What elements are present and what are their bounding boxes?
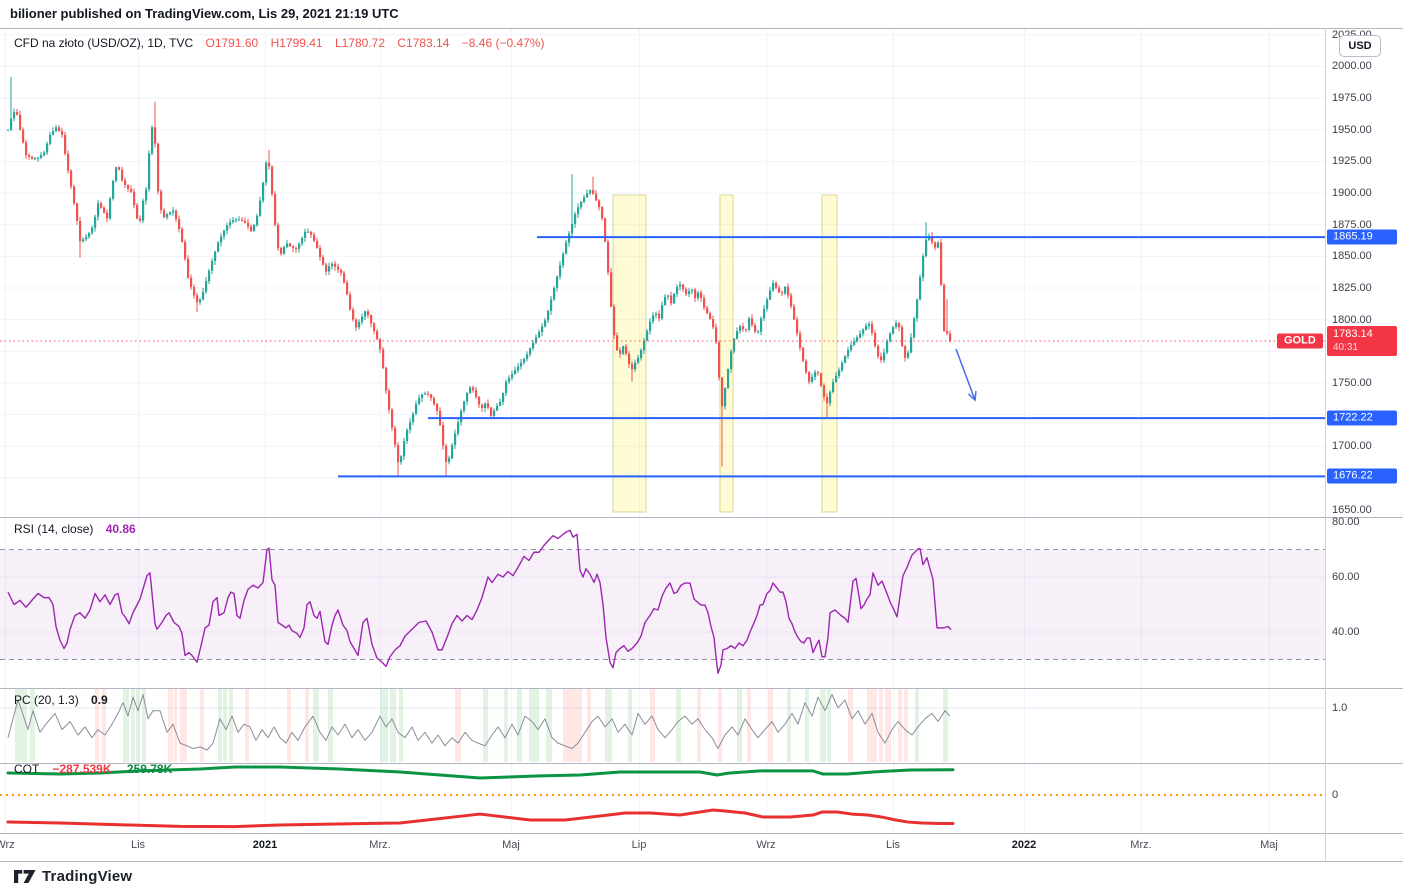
time-axis-tick: 2021 bbox=[252, 839, 278, 851]
rsi-axis-tick: 60.00 bbox=[1332, 571, 1360, 583]
time-axis-tick: Lip bbox=[631, 839, 647, 851]
published-line: bilioner published on TradingView.com, L… bbox=[10, 6, 399, 21]
price-axis-tick: 1875.00 bbox=[1332, 218, 1372, 231]
ohlc-close: C1783.14 bbox=[397, 36, 450, 50]
price-axis-tick: 1800.00 bbox=[1332, 313, 1372, 326]
price-axis-tick: 1925.00 bbox=[1332, 155, 1372, 168]
symbol-price-badge: GOLD bbox=[1277, 333, 1323, 349]
pc-title: PC (20, 1.3) bbox=[14, 693, 79, 707]
time-axis-tick: Maj bbox=[502, 839, 520, 851]
time-axis-tick: Lis bbox=[885, 839, 901, 851]
price-axis-tick: 1750.00 bbox=[1332, 376, 1372, 389]
price-axis-tick: 1950.00 bbox=[1332, 123, 1372, 136]
cot-red-value: −287.539K bbox=[52, 762, 112, 776]
rsi-value: 40.86 bbox=[105, 522, 136, 536]
rsi-legend: RSI (14, close) 40.86 bbox=[14, 522, 136, 536]
price-axis-tick: 1650.00 bbox=[1332, 503, 1372, 516]
price-axis-tick: 1825.00 bbox=[1332, 282, 1372, 294]
tradingview-logo-icon bbox=[14, 870, 36, 883]
cot-legend: COT −287.539K 259.78K bbox=[14, 762, 172, 776]
currency-toggle-button[interactable]: USD bbox=[1339, 35, 1381, 57]
pc-axis-tick: 1.0 bbox=[1332, 702, 1348, 714]
price-axis-tick: 1850.00 bbox=[1332, 250, 1372, 263]
rsi-axis-tick: 40.00 bbox=[1332, 626, 1360, 638]
pc-value: 0.9 bbox=[91, 693, 108, 707]
ohlc-high: H1799.41 bbox=[270, 36, 323, 50]
price-level-label: 1722.22 bbox=[1327, 410, 1397, 426]
ohlc-open: O1791.60 bbox=[205, 36, 259, 50]
bar-countdown: 40:31 bbox=[1333, 342, 1359, 353]
price-axis-tick: 1900.00 bbox=[1332, 187, 1372, 200]
time-axis-tick: Mrz. bbox=[1130, 839, 1152, 851]
ohlc-low: L1780.72 bbox=[334, 36, 386, 50]
time-axis-tick: 2022 bbox=[1011, 839, 1037, 851]
rsi-title: RSI (14, close) bbox=[14, 522, 94, 536]
time-axis-tick: Lis bbox=[130, 839, 146, 851]
pc-legend: PC (20, 1.3) 0.9 bbox=[14, 693, 108, 707]
time-axis-tick: Wrz bbox=[0, 839, 15, 851]
price-level-label: 1676.22 bbox=[1327, 468, 1397, 484]
time-axis-tick: Wrz bbox=[756, 839, 776, 851]
symbol-title: CFD na złoto (USD/OZ), 1D, TVC bbox=[14, 36, 194, 50]
price-axis-tick: 1975.00 bbox=[1332, 92, 1372, 105]
time-axis-tick: Maj bbox=[1260, 839, 1278, 851]
cot-green-value: 259.78K bbox=[126, 762, 173, 776]
cot-axis-tick: 0 bbox=[1332, 789, 1339, 801]
price-axis-tick: 1700.00 bbox=[1332, 440, 1372, 453]
ohlc-change: −8.46 (−0.47%) bbox=[461, 36, 545, 50]
footer-attribution[interactable]: TradingView bbox=[14, 868, 132, 885]
tradingview-brand-text: TradingView bbox=[42, 868, 133, 885]
current-price-label: 1783.14 40:31 bbox=[1327, 326, 1397, 356]
cot-title: COT bbox=[14, 762, 40, 776]
main-legend: CFD na złoto (USD/OZ), 1D, TVC O1791.60 … bbox=[14, 36, 544, 50]
price-level-label: 1865.19 bbox=[1327, 229, 1397, 245]
chart-canvas[interactable] bbox=[0, 0, 1403, 866]
price-axis-tick: 2000.00 bbox=[1332, 60, 1372, 73]
rsi-axis-tick: 80.00 bbox=[1332, 516, 1360, 528]
time-axis-tick: Mrz. bbox=[369, 839, 391, 851]
